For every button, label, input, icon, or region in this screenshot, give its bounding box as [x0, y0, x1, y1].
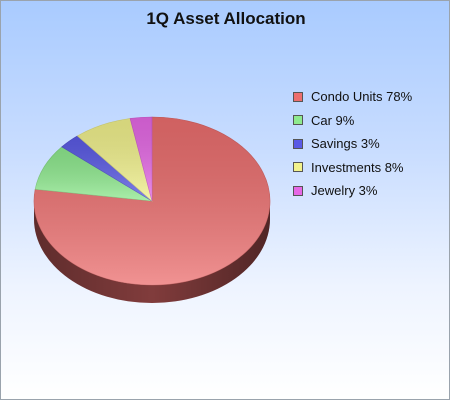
legend-swatch	[293, 185, 303, 196]
pie-slice-shade-investments	[77, 118, 152, 201]
legend-swatch	[293, 115, 303, 126]
legend-label: Car 9%	[311, 112, 355, 128]
legend-label: Condo Units 78%	[311, 89, 413, 105]
legend-item-car[interactable]: Car 9%	[293, 109, 412, 133]
legend-item-condo-units[interactable]: Condo Units 78%	[293, 85, 412, 109]
legend-swatch	[293, 91, 303, 102]
legend-label: Savings 3%	[311, 136, 380, 152]
legend-label: Jewelry 3%	[311, 183, 378, 199]
pie-slice-shade-car	[35, 146, 152, 201]
pie-slice-shade-savings	[61, 135, 152, 201]
legend-label: Investments 8%	[311, 159, 404, 175]
legend-swatch	[293, 138, 303, 149]
pie-side-shade-condo-units	[34, 201, 270, 303]
legend-item-investments[interactable]: Investments 8%	[293, 156, 412, 180]
chart-title: 1Q Asset Allocation	[146, 9, 306, 28]
legend: Condo Units 78% Car 9% Savings 3% Investmen…	[293, 85, 412, 203]
legend-item-jewelry[interactable]: Jewelry 3%	[293, 179, 412, 203]
legend-swatch	[293, 162, 303, 173]
pie-slice-shade-jewelry	[130, 117, 152, 201]
legend-item-savings[interactable]: Savings 3%	[293, 132, 412, 156]
